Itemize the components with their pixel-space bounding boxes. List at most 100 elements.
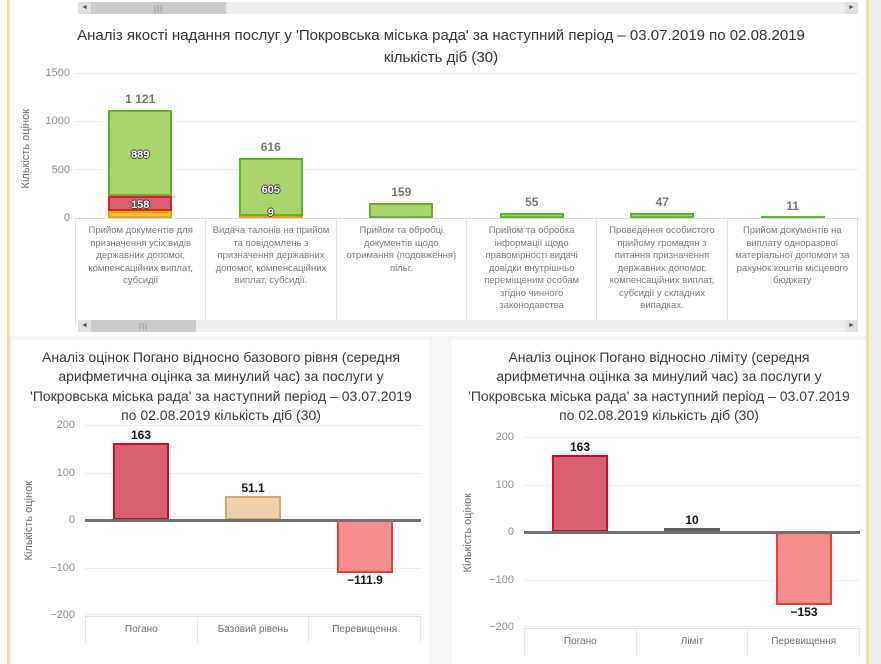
bar-segment-label: 9 (267, 207, 274, 219)
gridline (85, 614, 421, 616)
scrollbar-track[interactable] (196, 320, 845, 332)
bar-segment-green[interactable] (630, 213, 695, 218)
right-gutter (869, 0, 881, 664)
category-label: Погано (524, 629, 637, 656)
bars-row: 1 121 158 889 616 9 605 159 55 47 11 (75, 73, 859, 219)
bottom-left-chart: Кількість оцінок 200 100 0 −100 −200 163 51.1… (13, 419, 429, 649)
bar-total-label: 55 (525, 194, 539, 209)
bar-segment-yellow[interactable] (108, 210, 173, 218)
scrollbar-thumb[interactable]: ||| (91, 320, 196, 332)
y-tick-label: 1000 (45, 115, 70, 128)
horizontal-scrollbar-middle[interactable]: ◄ ||| ► (78, 320, 858, 332)
stacked-bar[interactable]: 55 (499, 195, 564, 218)
bar-column: 55 (467, 73, 598, 218)
gridline (75, 169, 858, 171)
bar-segment-green[interactable] (369, 202, 434, 218)
bottom-left-plot-area: 163 51.1 −111.9 (85, 425, 421, 616)
bar-column: 11 (728, 73, 859, 218)
bar-segment-label: 158 (131, 199, 150, 212)
bar-value-label: −153 (790, 604, 818, 619)
bottom-charts-section: Аналіз оцінок Погано відносно базового р… (10, 336, 866, 664)
category-label: Базовий рівень (198, 617, 310, 644)
bar[interactable]: −153 (776, 532, 832, 619)
bar-segment-green[interactable] (238, 157, 303, 216)
category-label: Прийом та обробці документів щодо отрима… (337, 219, 467, 325)
y-tick-label: 0 (68, 514, 75, 527)
bottom-right-chart-panel: Аналіз оцінок Погано відносно ліміту (се… (452, 340, 866, 664)
stacked-bar[interactable]: 616 9 605 (238, 140, 303, 219)
bar-segment-yellow[interactable] (238, 216, 303, 218)
scroll-right-arrow-icon[interactable]: ► (845, 2, 858, 14)
bottom-left-chart-title: Аналіз оцінок Погано відносно базового р… (30, 349, 412, 423)
bar-segment-green[interactable] (499, 212, 564, 218)
bar[interactable]: −111.9 (337, 520, 393, 587)
y-tick-label: −100 (489, 573, 514, 586)
bar[interactable]: 163 (113, 428, 169, 521)
bar-column: 1 121 158 889 (75, 73, 206, 218)
bar-segment-label: 605 (261, 183, 280, 196)
y-tick-label: −100 (50, 561, 75, 574)
bar-column: 616 9 605 (206, 73, 337, 219)
bar-value-label: 163 (569, 439, 591, 454)
bottom-right-plot-area: 163 10 −153 (524, 437, 860, 628)
scroll-left-arrow-icon[interactable]: ◄ (78, 320, 91, 332)
bar[interactable]: 51.1 (225, 481, 281, 521)
stacked-bar[interactable]: 47 (630, 195, 695, 218)
stacked-bar[interactable]: 159 (369, 185, 434, 218)
bar-segment-green[interactable] (108, 109, 173, 196)
bar-value-label: 10 (685, 512, 699, 527)
stacked-bar[interactable]: 1 121 158 889 (108, 92, 173, 218)
stacked-bar[interactable]: 11 (760, 199, 825, 218)
zero-axis-line (85, 519, 421, 523)
scroll-left-arrow-icon[interactable]: ◄ (78, 2, 91, 14)
scrollbar-track[interactable] (226, 2, 845, 14)
top-chart-plot-area: 1 121 158 889 616 9 605 159 55 47 11 (75, 72, 859, 219)
category-label: Прийом документів для призначення усіх в… (75, 219, 207, 325)
y-tick-label: 100 (56, 466, 75, 479)
bar-column: −111.9 (309, 425, 421, 615)
bar-total-label: 616 (260, 140, 281, 155)
gridline (75, 72, 858, 74)
left-accent-border (7, 0, 10, 664)
category-label: Прийом документів на виплату одноразової… (728, 219, 858, 325)
bottom-right-y-ticks: 200 100 0 −100 −200 (466, 431, 514, 633)
bottom-right-chart-title: Аналіз оцінок Погано відносно ліміту (се… (468, 349, 850, 423)
category-label: Видача талонів на прийом та повідомлень … (206, 219, 337, 325)
bar-segment-green[interactable] (760, 216, 825, 218)
bar-column: 47 (597, 73, 728, 218)
scrollbar-thumb[interactable]: ||| (91, 2, 226, 14)
gridline (524, 579, 860, 581)
bar-column: 163 (524, 437, 636, 627)
bar-column: 51.1 (197, 425, 309, 615)
category-label: Ліміт (637, 629, 749, 656)
y-tick-label: 0 (63, 212, 70, 224)
bar-segment-red[interactable] (108, 195, 173, 211)
bar-total-label: 47 (655, 195, 669, 210)
zero-axis-line (524, 531, 860, 535)
category-label: Прийом та обробка інформації щодо правом… (467, 219, 598, 325)
bar-column: 159 (336, 73, 467, 218)
bar[interactable]: 163 (552, 440, 608, 533)
bar-total-label: 1 121 (125, 91, 156, 106)
gridline (524, 437, 860, 439)
bottom-right-category-axis: Погано Ліміт Перевищення (524, 628, 861, 656)
bar-column: −153 (748, 437, 860, 627)
bottom-right-chart: Кількість оцінок 200 100 0 −100 −200 163 10 −1… (452, 431, 866, 661)
y-tick-label: −200 (50, 609, 75, 622)
y-tick-label: 100 (495, 478, 514, 491)
gridline (85, 472, 421, 474)
category-label: Перевищення (748, 629, 861, 656)
bottom-left-y-ticks: 200 100 0 −100 −200 (27, 419, 75, 621)
bar-total-label: 159 (391, 184, 412, 199)
y-tick-label: 500 (51, 163, 70, 176)
y-tick-label: 200 (495, 431, 514, 444)
horizontal-scrollbar-top[interactable]: ◄ ||| ► (78, 2, 858, 14)
bottom-left-chart-panel: Аналіз оцінок Погано відносно базового р… (13, 340, 429, 664)
y-tick-label: 200 (56, 419, 75, 432)
bar-value-label: 51.1 (241, 480, 265, 495)
scroll-right-arrow-icon[interactable]: ► (845, 320, 858, 332)
bar-segment-label: 889 (131, 148, 150, 161)
bar-column: 163 (85, 425, 197, 615)
bars-row: 163 51.1 −111.9 (85, 425, 421, 615)
